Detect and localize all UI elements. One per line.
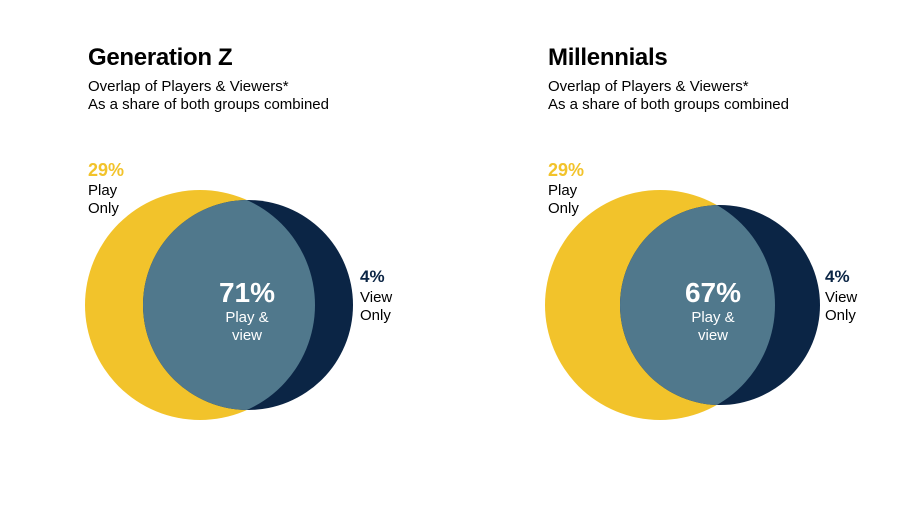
overlap-percent: 67% [653, 277, 773, 309]
panel-millennials: Millennials Overlap of Players & Viewers… [460, 0, 920, 518]
panel-title: Millennials [548, 44, 667, 72]
overlap-percent: 71% [187, 277, 307, 309]
overlap-label-1: Play & [187, 309, 307, 326]
view-only-percent: 4% [825, 267, 850, 287]
view-only-label-1: View [825, 289, 857, 306]
view-only-label-1: View [360, 289, 392, 306]
panel-subtitle-2: As a share of both groups combined [88, 96, 329, 113]
panel-subtitle-1: Overlap of Players & Viewers* [548, 78, 749, 95]
panel-generation-z: Generation Z Overlap of Players & Viewer… [0, 0, 460, 518]
overlap-label-2: view [187, 327, 307, 344]
panel-title: Generation Z [88, 44, 232, 72]
panel-subtitle-1: Overlap of Players & Viewers* [88, 78, 289, 95]
overlap-label-1: Play & [653, 309, 773, 326]
view-only-label-2: Only [825, 307, 856, 324]
play-only-percent: 29% [88, 160, 124, 181]
view-only-percent: 4% [360, 267, 385, 287]
view-only-label-2: Only [360, 307, 391, 324]
play-only-percent: 29% [548, 160, 584, 181]
panel-subtitle-2: As a share of both groups combined [548, 96, 789, 113]
overlap-label-2: view [653, 327, 773, 344]
